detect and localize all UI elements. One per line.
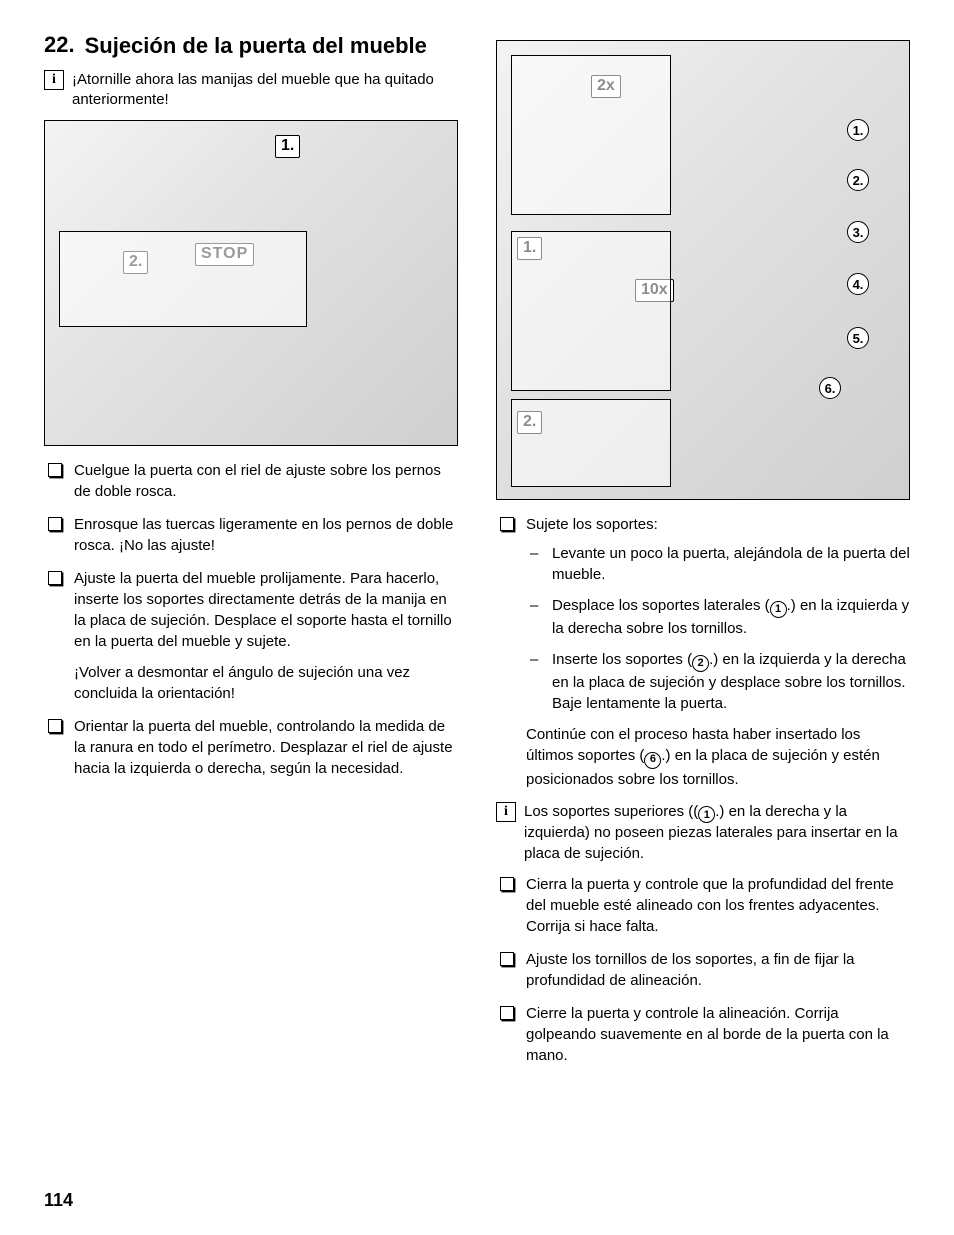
list-text: Ajuste los tornillos de los soportes, a … xyxy=(526,951,855,989)
fig-left-label-1: 1. xyxy=(275,135,300,158)
info-text-right: Los soportes superiores ((1.) en la dere… xyxy=(524,802,910,864)
list-item: Orientar la puerta del mueble, controlan… xyxy=(44,716,458,779)
left-bullet-list: Cuelgue la puerta con el riel de ajuste … xyxy=(44,460,458,779)
info-right-pre: Los soportes superiores (( xyxy=(524,803,698,820)
info-icon: i xyxy=(44,70,64,90)
section-title: Sujeción de la puerta del mueble xyxy=(85,32,427,60)
dash-item: Levante un poco la puerta, alejándola de… xyxy=(526,543,910,585)
left-column: 22. Sujeción de la puerta del mueble i ¡… xyxy=(44,32,458,1078)
two-column-layout: 22. Sujeción de la puerta del mueble i ¡… xyxy=(44,32,910,1078)
fig-right-badge-5: 5. xyxy=(847,327,869,349)
figure-left: 1. 2. STOP xyxy=(44,120,458,446)
list-item: Ajuste la puerta del mueble prolijamente… xyxy=(44,568,458,704)
list-item: Cuelgue la puerta con el riel de ajuste … xyxy=(44,460,458,502)
list-text: Sujete los soportes: xyxy=(526,516,658,533)
info-note-right: i Los soportes superiores ((1.) en la de… xyxy=(496,802,910,864)
list-text: Ajuste la puerta del mueble prolijamente… xyxy=(74,570,452,650)
list-item: Ajuste los tornillos de los soportes, a … xyxy=(496,949,910,991)
fig-right-inset-mid xyxy=(511,231,671,391)
list-text: Cuelgue la puerta con el riel de ajuste … xyxy=(74,462,441,500)
right-bullet-list-1: Sujete los soportes: Levante un poco la … xyxy=(496,514,910,714)
fig-right-badge-6: 6. xyxy=(819,377,841,399)
fig-right-inset-bot xyxy=(511,399,671,487)
circled-1-icon: 1 xyxy=(770,601,787,618)
list-text: Cierra la puerta y controle que la profu… xyxy=(526,876,894,935)
right-bullet-list-2: Cierra la puerta y controle que la profu… xyxy=(496,874,910,1066)
fig-right-inset-top xyxy=(511,55,671,215)
fig-left-inset xyxy=(59,231,307,327)
page-number: 114 xyxy=(44,1190,73,1211)
figure-right: 2x 10x 1. 2. 1. 2. 3. 4. 5. 6. xyxy=(496,40,910,500)
fig-right-badge-1: 1. xyxy=(847,119,869,141)
list-text: Orientar la puerta del mueble, controlan… xyxy=(74,718,453,777)
list-item: Sujete los soportes: Levante un poco la … xyxy=(496,514,910,714)
list-item: Cierra la puerta y controle que la profu… xyxy=(496,874,910,937)
fig-right-badge-3: 3. xyxy=(847,221,869,243)
section-heading: 22. Sujeción de la puerta del mueble xyxy=(44,32,458,60)
circled-2-icon: 2 xyxy=(692,655,709,672)
list-subtext: ¡Volver a desmontar el ángulo de sujeció… xyxy=(74,662,458,704)
section-number: 22. xyxy=(44,32,75,60)
info-text-left: ¡Atornille ahora las manijas del mueble … xyxy=(72,70,458,111)
info-icon: i xyxy=(496,802,516,822)
dash-item: Desplace los soportes laterales (1.) en … xyxy=(526,595,910,639)
list-item: Cierre la puerta y controle la alineació… xyxy=(496,1003,910,1066)
fig-right-badge-4: 4. xyxy=(847,273,869,295)
list-text: Cierre la puerta y controle la alineació… xyxy=(526,1005,889,1064)
dash-text: Levante un poco la puerta, alejándola de… xyxy=(552,545,910,583)
dash-list: Levante un poco la puerta, alejándola de… xyxy=(526,543,910,714)
continue-paragraph: Continúe con el proceso hasta haber inse… xyxy=(496,724,910,789)
list-item: Enrosque las tuercas ligeramente en los … xyxy=(44,514,458,556)
list-text: Enrosque las tuercas ligeramente en los … xyxy=(74,516,453,554)
right-column: 2x 10x 1. 2. 1. 2. 3. 4. 5. 6. Sujete lo… xyxy=(496,32,910,1078)
dash-text: Desplace los soportes laterales ( xyxy=(552,597,770,614)
circled-1-icon: 1 xyxy=(698,806,715,823)
dash-item: Inserte los soportes (2.) en la izquierd… xyxy=(526,649,910,714)
circled-6-icon: 6 xyxy=(644,752,661,769)
info-note-left: i ¡Atornille ahora las manijas del muebl… xyxy=(44,70,458,111)
dash-text: Inserte los soportes ( xyxy=(552,651,692,668)
fig-right-badge-2: 2. xyxy=(847,169,869,191)
